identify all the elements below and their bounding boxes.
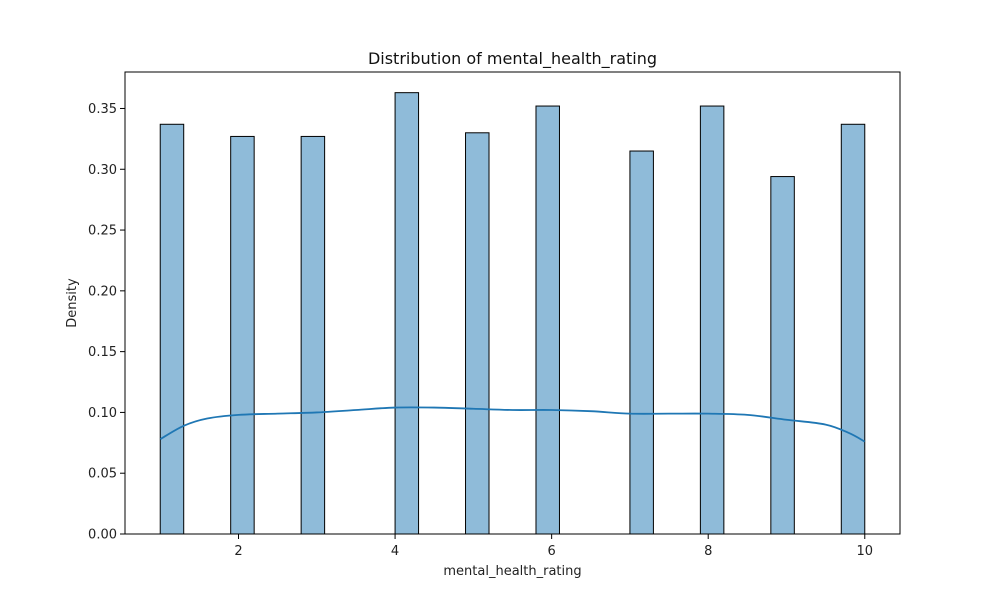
y-tick-label: 0.25 xyxy=(88,224,117,239)
x-tick-label: 8 xyxy=(704,544,712,559)
y-tick-label: 0.30 xyxy=(88,163,117,178)
x-tick-label: 4 xyxy=(391,544,399,559)
y-axis-label: Density xyxy=(65,278,80,328)
x-tick-label: 2 xyxy=(234,544,242,559)
histogram-bar-6 xyxy=(535,105,560,535)
y-axis: 0.00 0.05 0.10 0.15 0.20 0.25 0.30 0.35 xyxy=(88,102,125,543)
y-tick-label: 0.10 xyxy=(88,406,117,421)
histogram-bar-3 xyxy=(300,135,326,535)
chart-title: Distribution of mental_health_rating xyxy=(368,49,657,69)
histogram-bar-1 xyxy=(159,123,185,535)
histogram-bar-2 xyxy=(230,135,255,535)
kde-layer xyxy=(159,406,866,443)
histogram-bar-5 xyxy=(465,132,490,535)
plot-frame xyxy=(124,71,901,535)
kde-curve xyxy=(159,406,866,443)
histogram-bar-8 xyxy=(699,105,725,535)
histogram-bar-4 xyxy=(394,92,420,535)
histogram-bar-10 xyxy=(840,123,866,535)
y-tick-label: 0.35 xyxy=(88,102,117,117)
y-tick-label: 0.20 xyxy=(88,284,117,299)
histogram-bar-9 xyxy=(770,176,795,535)
y-tick-label: 0.15 xyxy=(88,345,117,360)
x-axis: 2 4 6 8 10 xyxy=(234,534,873,559)
x-tick-label: 6 xyxy=(548,544,556,559)
y-tick-label: 0.05 xyxy=(88,467,117,482)
y-tick-label: 0.00 xyxy=(88,528,117,543)
histogram-bar-7 xyxy=(629,150,654,535)
bars-layer xyxy=(159,92,866,535)
x-tick-label: 10 xyxy=(856,544,873,559)
x-axis-label: mental_health_rating xyxy=(443,564,581,579)
